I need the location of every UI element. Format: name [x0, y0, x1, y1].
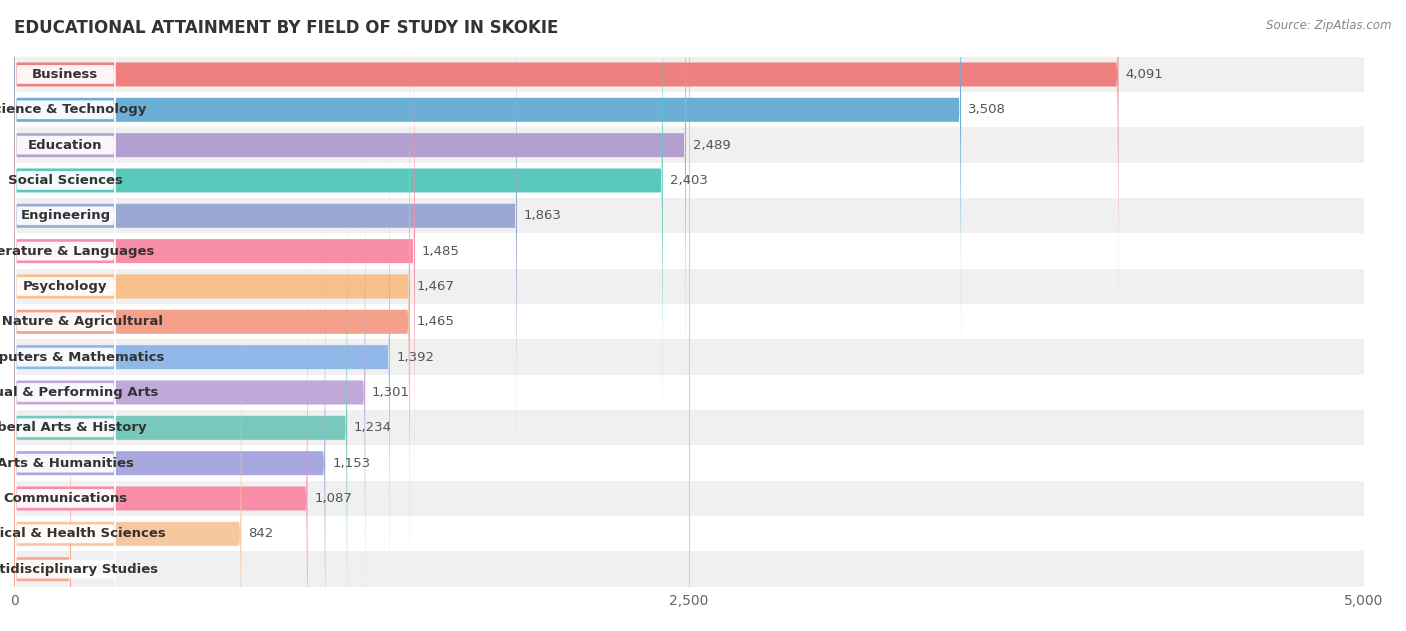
FancyBboxPatch shape — [15, 296, 115, 631]
Bar — [14, 269, 1364, 304]
FancyBboxPatch shape — [15, 49, 115, 524]
FancyBboxPatch shape — [14, 0, 517, 487]
FancyBboxPatch shape — [15, 225, 115, 631]
FancyBboxPatch shape — [15, 13, 115, 489]
FancyBboxPatch shape — [14, 157, 347, 631]
FancyBboxPatch shape — [14, 0, 1118, 345]
FancyBboxPatch shape — [14, 0, 962, 380]
Text: 1,863: 1,863 — [523, 209, 561, 222]
Bar — [14, 516, 1364, 551]
FancyBboxPatch shape — [15, 0, 115, 383]
FancyBboxPatch shape — [15, 119, 115, 595]
FancyBboxPatch shape — [14, 16, 411, 557]
Bar — [14, 445, 1364, 481]
Text: 1,392: 1,392 — [396, 351, 434, 363]
FancyBboxPatch shape — [15, 0, 115, 418]
FancyBboxPatch shape — [15, 0, 115, 312]
Text: 1,153: 1,153 — [332, 457, 370, 469]
Text: 2,403: 2,403 — [669, 174, 707, 187]
FancyBboxPatch shape — [15, 261, 115, 631]
Text: Business: Business — [32, 68, 98, 81]
Bar — [14, 57, 1364, 92]
Bar — [14, 375, 1364, 410]
Text: Bio, Nature & Agricultural: Bio, Nature & Agricultural — [0, 316, 163, 328]
FancyBboxPatch shape — [14, 0, 415, 522]
Text: 1,234: 1,234 — [354, 422, 392, 434]
FancyBboxPatch shape — [15, 331, 115, 631]
Text: Science & Technology: Science & Technology — [0, 103, 146, 116]
Bar — [14, 233, 1364, 269]
FancyBboxPatch shape — [14, 86, 389, 628]
Bar — [14, 481, 1364, 516]
Text: Literature & Languages: Literature & Languages — [0, 245, 155, 257]
FancyBboxPatch shape — [14, 51, 409, 593]
Text: EDUCATIONAL ATTAINMENT BY FIELD OF STUDY IN SKOKIE: EDUCATIONAL ATTAINMENT BY FIELD OF STUDY… — [14, 19, 558, 37]
FancyBboxPatch shape — [15, 0, 115, 454]
Text: Communications: Communications — [3, 492, 128, 505]
FancyBboxPatch shape — [14, 228, 308, 631]
Text: Social Sciences: Social Sciences — [8, 174, 122, 187]
Text: 1,485: 1,485 — [422, 245, 460, 257]
Text: 1,087: 1,087 — [315, 492, 352, 505]
Text: Multidisciplinary Studies: Multidisciplinary Studies — [0, 563, 159, 575]
FancyBboxPatch shape — [14, 0, 662, 451]
Bar — [14, 304, 1364, 339]
FancyBboxPatch shape — [14, 192, 325, 631]
Bar — [14, 198, 1364, 233]
Bar — [14, 410, 1364, 445]
Text: 842: 842 — [247, 528, 273, 540]
FancyBboxPatch shape — [14, 0, 686, 416]
Text: Psychology: Psychology — [22, 280, 108, 293]
Text: 1,465: 1,465 — [416, 316, 454, 328]
Text: Engineering: Engineering — [20, 209, 111, 222]
FancyBboxPatch shape — [15, 155, 115, 630]
Text: Visual & Performing Arts: Visual & Performing Arts — [0, 386, 159, 399]
Text: Source: ZipAtlas.com: Source: ZipAtlas.com — [1267, 19, 1392, 32]
Text: 1,301: 1,301 — [373, 386, 411, 399]
FancyBboxPatch shape — [15, 84, 115, 560]
Text: 2,489: 2,489 — [693, 139, 731, 151]
Text: Arts & Humanities: Arts & Humanities — [0, 457, 134, 469]
Text: Physical & Health Sciences: Physical & Health Sciences — [0, 528, 166, 540]
FancyBboxPatch shape — [15, 190, 115, 631]
Text: 211: 211 — [77, 563, 103, 575]
Text: 3,508: 3,508 — [967, 103, 1005, 116]
Text: 4,091: 4,091 — [1125, 68, 1163, 81]
Bar — [14, 339, 1364, 375]
FancyBboxPatch shape — [14, 263, 242, 631]
Bar — [14, 92, 1364, 127]
Bar — [14, 163, 1364, 198]
FancyBboxPatch shape — [15, 0, 115, 348]
Text: Computers & Mathematics: Computers & Mathematics — [0, 351, 165, 363]
FancyBboxPatch shape — [14, 298, 72, 631]
Text: 1,467: 1,467 — [416, 280, 454, 293]
Text: Liberal Arts & History: Liberal Arts & History — [0, 422, 146, 434]
FancyBboxPatch shape — [14, 122, 366, 631]
Text: Education: Education — [28, 139, 103, 151]
Bar — [14, 127, 1364, 163]
Bar — [14, 551, 1364, 587]
